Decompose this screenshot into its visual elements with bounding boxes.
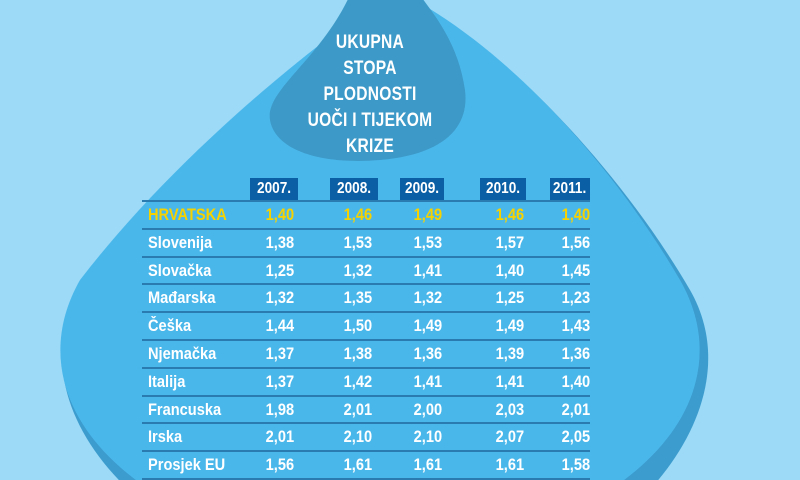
- value-cell: 1,35: [343, 288, 372, 308]
- country-name: Slovačka: [148, 260, 212, 280]
- table-row: Irska 2,01 2,10 2,10 2,07 2,05: [142, 422, 590, 450]
- value-cell: 2,01: [265, 427, 294, 447]
- table-row: HRVATSKA 1,40 1,46 1,49 1,46 1,40: [142, 200, 590, 228]
- year-header: 2011.: [550, 178, 590, 200]
- country-name: Češka: [148, 316, 192, 336]
- value-cell: 1,46: [343, 205, 372, 224]
- value-cell: 1,23: [561, 288, 590, 308]
- value-cell: 1,25: [265, 260, 294, 280]
- value-cell: 1,32: [265, 288, 294, 308]
- year-header: 2007.: [250, 178, 298, 200]
- value-cell: 1,40: [495, 260, 524, 280]
- value-cell: 2,10: [343, 427, 372, 447]
- value-cell: 1,57: [495, 232, 524, 252]
- value-cell: 2,03: [495, 399, 524, 419]
- value-cell: 1,37: [265, 343, 294, 363]
- value-cell: 1,50: [343, 316, 372, 336]
- value-cell: 1,38: [265, 232, 294, 252]
- value-cell: 1,36: [413, 343, 442, 363]
- title-blob: [269, 0, 466, 161]
- country-name: Francuska: [148, 399, 222, 419]
- title-line: UKUPNA: [335, 32, 405, 53]
- value-cell: 2,07: [495, 427, 524, 447]
- year-header: 2010.: [480, 178, 526, 200]
- value-cell: 1,25: [495, 288, 524, 308]
- value-cell: 2,01: [561, 399, 590, 419]
- value-cell: 1,40: [561, 371, 590, 391]
- value-cell: 1,36: [561, 343, 590, 363]
- chart-title: UKUPNA STOPA PLODNOSTI UOČI I TIJEKOM KR…: [288, 30, 452, 160]
- value-cell: 1,39: [495, 343, 524, 363]
- table-row: Češka 1,44 1,50 1,49 1,49 1,43: [142, 311, 590, 339]
- value-cell: 1,42: [343, 371, 372, 391]
- value-cell: 1,38: [343, 343, 372, 363]
- value-cell: 1,58: [561, 455, 590, 475]
- table-row: Prosjek EU 1,56 1,61 1,61 1,61 1,58: [142, 450, 590, 480]
- value-cell: 2,00: [413, 399, 442, 419]
- value-cell: 1,61: [495, 455, 524, 475]
- value-cell: 1,98: [265, 399, 294, 419]
- title-line: UOČI I TIJEKOM: [307, 110, 433, 131]
- value-cell: 1,49: [495, 316, 524, 336]
- value-cell: 1,41: [413, 371, 442, 391]
- value-cell: 2,10: [413, 427, 442, 447]
- country-name: Slovenija: [148, 232, 213, 252]
- fertility-table: 2007. 2008. 2009. 2010. 2011. HRVATSKA 1,…: [142, 176, 590, 480]
- value-cell: 1,40: [265, 205, 294, 224]
- value-cell: 1,41: [413, 260, 442, 280]
- title-line: STOPA: [343, 58, 397, 79]
- year-header: 2008.: [330, 178, 378, 200]
- value-cell: 1,56: [265, 455, 294, 475]
- value-cell: 1,32: [413, 288, 442, 308]
- table-row: Njemačka 1,37 1,38 1,36 1,39 1,36: [142, 338, 590, 367]
- value-cell: 1,40: [561, 205, 590, 224]
- value-cell: 1,61: [343, 455, 372, 475]
- table-row: Italija 1,37 1,42 1,41 1,41 1,40: [142, 366, 590, 395]
- table-row: Slovačka 1,25 1,32 1,41 1,40 1,45: [142, 255, 590, 284]
- value-cell: 2,01: [343, 399, 372, 419]
- value-cell: 1,53: [343, 232, 372, 252]
- title-line: PLODNOSTI: [323, 84, 417, 105]
- year-header-row: 2007. 2008. 2009. 2010. 2011.: [142, 176, 590, 200]
- value-cell: 1,43: [561, 316, 590, 336]
- table-row: Francuska 1,98 2,01 2,00 2,03 2,01: [142, 394, 590, 423]
- drop-body: [60, 0, 700, 480]
- value-cell: 1,32: [343, 260, 372, 280]
- country-name: Njemačka: [148, 343, 217, 363]
- value-cell: 1,46: [495, 205, 524, 224]
- value-cell: 1,37: [265, 371, 294, 391]
- country-name: Irska: [148, 427, 183, 447]
- country-name: HRVATSKA: [148, 205, 227, 224]
- value-cell: 1,49: [413, 205, 442, 224]
- value-cell: 1,61: [413, 455, 442, 475]
- value-cell: 1,56: [561, 232, 590, 252]
- value-cell: 1,53: [413, 232, 442, 252]
- title-line: KRIZE: [346, 136, 394, 157]
- year-header: 2009.: [400, 178, 444, 200]
- value-cell: 1,44: [265, 316, 294, 336]
- value-cell: 1,49: [413, 316, 442, 336]
- value-cell: 1,41: [495, 371, 524, 391]
- value-cell: 2,05: [561, 427, 590, 447]
- country-name: Italija: [148, 371, 186, 391]
- country-name: Prosjek EU: [148, 455, 226, 475]
- country-name: Mađarska: [148, 288, 216, 308]
- value-cell: 1,45: [561, 260, 590, 280]
- table-row: Mađarska 1,32 1,35 1,32 1,25 1,23: [142, 283, 590, 311]
- table-row: Slovenija 1,38 1,53 1,53 1,57 1,56: [142, 227, 590, 256]
